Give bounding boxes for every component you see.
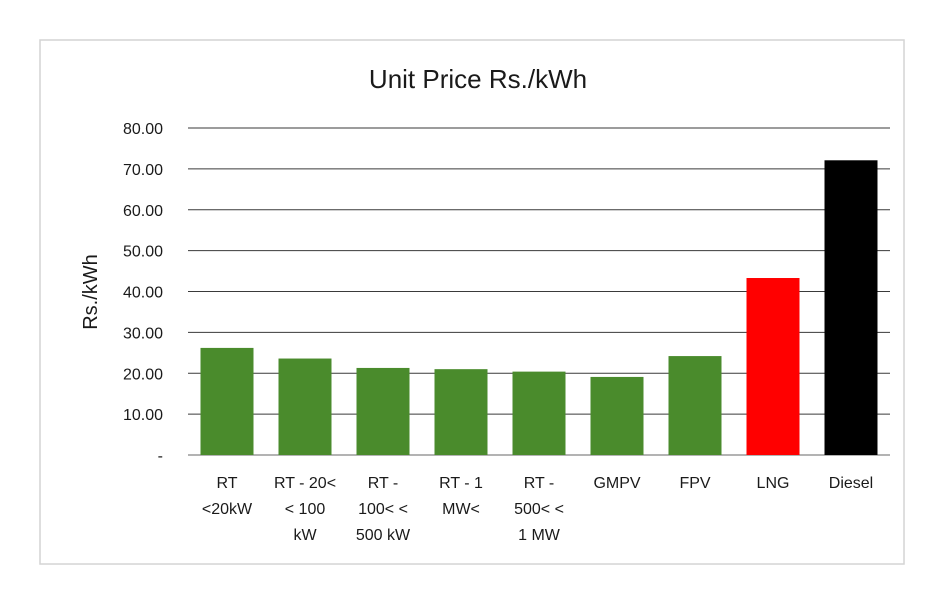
y-tick-label: 70.00 — [123, 162, 163, 179]
bar — [746, 278, 800, 455]
bar — [512, 371, 566, 455]
x-category-label: Diesel — [829, 475, 873, 492]
y-axis-ticks: - 10.00 20.00 30.00 40.00 50.00 60.00 70.00 80.0… — [123, 121, 163, 465]
x-category-label: FPV — [679, 475, 710, 492]
x-category-label: RT - 100< < 500 kW — [356, 475, 411, 544]
bar — [200, 347, 254, 455]
x-category-label-line: RT - — [368, 475, 399, 492]
bar — [590, 376, 644, 455]
x-category-label: RT - 1 MW< — [439, 475, 483, 518]
y-tick-label: 40.00 — [123, 285, 163, 302]
bar — [824, 160, 878, 455]
bar — [434, 369, 488, 455]
y-tick-label: 50.00 — [123, 244, 163, 261]
x-category-label: GMPV — [593, 475, 640, 492]
x-category-label-line: LNG — [757, 475, 790, 492]
x-category-label: RT <20kW — [202, 475, 253, 518]
y-tick-label: 60.00 — [123, 203, 163, 220]
x-category-label: RT - 20< < 100 kW — [274, 475, 336, 544]
y-axis-title: Rs./kWh — [80, 254, 102, 330]
x-category-label-line: 500 kW — [356, 527, 411, 544]
bars — [200, 160, 878, 455]
y-tick-label: - — [158, 448, 163, 465]
x-category-label-line: < 100 — [285, 501, 326, 518]
x-category-label: LNG — [757, 475, 790, 492]
y-tick-label: 20.00 — [123, 366, 163, 383]
x-category-label: RT - 500< < 1 MW — [514, 475, 564, 544]
x-category-label-line: RT — [216, 475, 237, 492]
y-tick-label: 30.00 — [123, 325, 163, 342]
chart-title: Unit Price Rs./kWh — [369, 64, 587, 94]
x-category-label-line: Diesel — [829, 475, 873, 492]
x-category-label-line: <20kW — [202, 501, 253, 518]
bar — [668, 356, 722, 455]
x-category-label-line: GMPV — [593, 475, 640, 492]
x-category-label-line: kW — [293, 527, 317, 544]
y-tick-label: 10.00 — [123, 407, 163, 424]
x-category-label-line: MW< — [442, 501, 480, 518]
x-category-label-line: RT - — [524, 475, 555, 492]
x-category-label-line: 500< < — [514, 501, 564, 518]
x-category-label-line: 100< < — [358, 501, 408, 518]
x-category-label-line: RT - 1 — [439, 475, 483, 492]
y-tick-label: 80.00 — [123, 121, 163, 138]
bar — [356, 367, 410, 455]
bar — [278, 358, 332, 455]
x-category-label-line: RT - 20< — [274, 475, 336, 492]
x-category-label-line: 1 MW — [518, 527, 561, 544]
x-category-label-line: FPV — [679, 475, 710, 492]
